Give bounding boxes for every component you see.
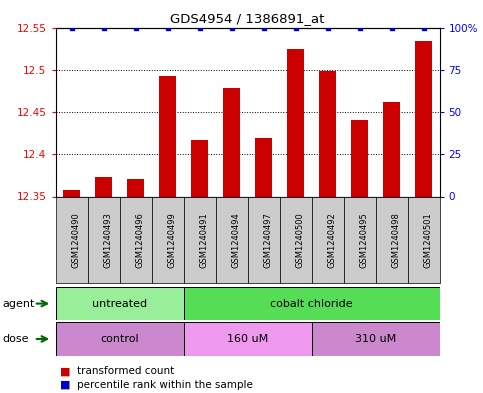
Text: untreated: untreated	[92, 299, 147, 309]
Bar	[343, 196, 376, 283]
Text: cobalt chloride: cobalt chloride	[270, 299, 353, 309]
Bar	[95, 177, 113, 196]
Text: GSM1240495: GSM1240495	[359, 212, 369, 268]
Bar	[255, 138, 272, 196]
Bar	[184, 287, 440, 320]
Bar	[376, 196, 408, 283]
Text: GSM1240494: GSM1240494	[231, 212, 241, 268]
Title: GDS4954 / 1386891_at: GDS4954 / 1386891_at	[170, 12, 325, 25]
Bar	[312, 322, 440, 356]
Bar	[63, 190, 80, 196]
Bar	[127, 179, 144, 196]
Text: percentile rank within the sample: percentile rank within the sample	[77, 380, 253, 390]
Text: ■: ■	[60, 380, 71, 390]
Bar	[248, 196, 280, 283]
Text: GSM1240500: GSM1240500	[296, 212, 305, 268]
Bar	[184, 322, 312, 356]
Text: control: control	[100, 334, 139, 344]
Text: 160 uM: 160 uM	[227, 334, 268, 344]
Text: agent: agent	[2, 299, 35, 309]
Bar	[56, 322, 184, 356]
Bar	[215, 196, 248, 283]
Text: 310 uM: 310 uM	[355, 334, 396, 344]
Bar	[319, 72, 336, 196]
Bar	[415, 41, 432, 196]
Bar	[223, 88, 241, 196]
Text: GSM1240492: GSM1240492	[327, 212, 337, 268]
Bar	[312, 196, 343, 283]
Bar	[87, 196, 120, 283]
Text: GSM1240490: GSM1240490	[71, 212, 81, 268]
Text: ■: ■	[60, 366, 71, 376]
Text: GSM1240501: GSM1240501	[424, 212, 433, 268]
Bar	[159, 76, 176, 196]
Bar	[280, 196, 312, 283]
Bar	[383, 102, 400, 196]
Text: GSM1240498: GSM1240498	[392, 212, 400, 268]
Text: GSM1240491: GSM1240491	[199, 212, 209, 268]
Text: GSM1240497: GSM1240497	[264, 212, 272, 268]
Text: GSM1240496: GSM1240496	[136, 212, 144, 268]
Bar	[120, 196, 152, 283]
Bar	[56, 287, 184, 320]
Text: dose: dose	[2, 334, 29, 344]
Bar	[152, 196, 184, 283]
Bar	[351, 119, 369, 196]
Text: GSM1240493: GSM1240493	[103, 212, 113, 268]
Text: transformed count: transformed count	[77, 366, 174, 376]
Bar	[56, 196, 87, 283]
Bar	[191, 140, 208, 196]
Bar	[408, 196, 440, 283]
Bar	[184, 196, 215, 283]
Text: GSM1240499: GSM1240499	[168, 212, 177, 268]
Bar	[287, 50, 304, 196]
